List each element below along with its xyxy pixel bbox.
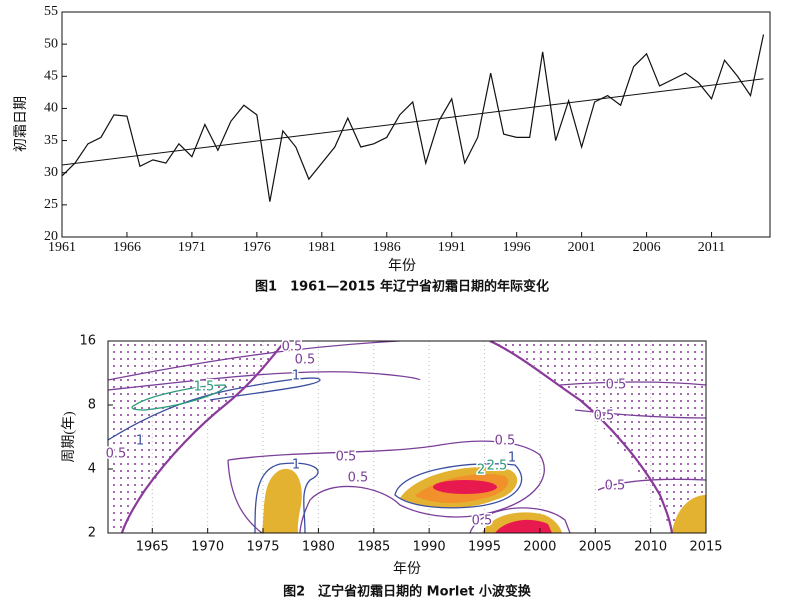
x-tick-label: 1970 [191,540,224,555]
contour-label: 0.5 [282,340,303,355]
y-tick-label: 20 [44,229,58,244]
contour-label: 0.5 [348,471,369,486]
contour-label: 1 [292,369,300,384]
x-tick-label: 1991 [438,240,466,255]
trend-line [61,78,764,166]
x-tick-label: 1981 [308,240,336,255]
data-line [61,34,765,202]
x-tick-label: 1975 [246,540,279,555]
x-tick-label: 1971 [178,240,206,255]
x-tick-label: 2001 [568,240,596,255]
cone-of-influence [120,341,286,533]
axis-frame [61,11,771,238]
x-tick-label: 1980 [302,540,335,555]
contour-label: 0.5 [295,353,316,368]
x-tick-label: 2000 [523,540,556,555]
cone-shade [108,341,282,533]
x-label: 年份 [393,561,421,577]
contour-line [559,381,706,386]
x-tick-label: 1965 [136,540,169,555]
y-tick-label: 50 [44,36,58,51]
contour-line [108,377,321,441]
contour-line [108,371,421,391]
contour-label: 0.5 [495,434,516,449]
contour-line [227,440,545,533]
caption: 图2 辽宁省初霜日期的 Morlet 小波变换 [283,584,532,600]
x-tick-label: 1966 [113,240,141,255]
contour-label: 0.5 [605,479,626,494]
x-tick-label: 2010 [634,540,667,555]
axis-frame [107,340,707,534]
cone-of-influence [489,341,674,533]
x-label: 年份 [388,258,416,274]
x-tick-label: 1986 [373,240,401,255]
chart-1: 年份 初霜日期 图1 1961—2015 年辽宁省初霜日期的年际变化 20 25 3… [12,4,771,295]
chart-2: 年份 周期(年) 图2 辽宁省初霜日期的 Morlet 小波变换 1965 197… [61,334,722,600]
y-tick-label: 4 [88,462,96,477]
caption: 图1 1961—2015 年辽宁省初霜日期的年际变化 [255,279,549,295]
contour-label: 0.5 [336,450,357,465]
y-label: 初霜日期 [12,96,29,152]
contour-label: 0.5 [594,409,615,424]
contour-label: 0.5 [472,514,493,529]
contour-label: 2 [477,463,485,478]
y-tick-label: 40 [44,101,58,116]
x-tick-label: 2011 [698,240,725,255]
contour-field [108,341,706,533]
contour-line [574,409,706,419]
x-tick-label: 1985 [357,540,390,555]
contour-line [469,507,571,533]
x-tick-label: 2005 [579,540,612,555]
axis [61,12,770,238]
contour-line [131,384,226,411]
y-tick-label: 8 [88,398,96,413]
contour-label: 1 [136,434,144,449]
x-tick-label: 1961 [48,240,76,255]
x-tick-label: 1995 [468,540,501,555]
y-tick-label: 35 [44,133,58,148]
contour-label: 1 [292,458,300,473]
contour-label: 0.5 [106,447,127,462]
contour-fill [672,495,706,533]
contour-label: 1 [508,451,516,466]
cone-shade [490,341,706,533]
contour-line [108,341,413,381]
contour-fill [495,519,552,533]
x-tick-label: 1996 [503,240,531,255]
contour-label: 0.5 [606,378,627,393]
y-tick-label: 2 [88,526,96,541]
x-tick-label: 1990 [413,540,446,555]
contour-label: 1.5 [194,380,215,395]
y-tick-label: 30 [44,165,58,180]
x-tick-label: 1976 [243,240,271,255]
y-tick-label: 55 [44,4,58,19]
x-tick-label: 2015 [689,540,722,555]
y-tick-label: 16 [79,334,96,349]
y-tick-label: 25 [44,197,58,212]
y-tick-label: 45 [44,69,58,84]
contour-fill [262,468,302,533]
contour-fill [433,480,497,494]
x-tick-label: 2006 [633,240,661,255]
contour-line [394,463,523,509]
y-label: 周期(年) [61,411,77,463]
contour-line [597,478,706,491]
contour-line [254,462,319,533]
contour-label: 2.5 [487,459,508,474]
